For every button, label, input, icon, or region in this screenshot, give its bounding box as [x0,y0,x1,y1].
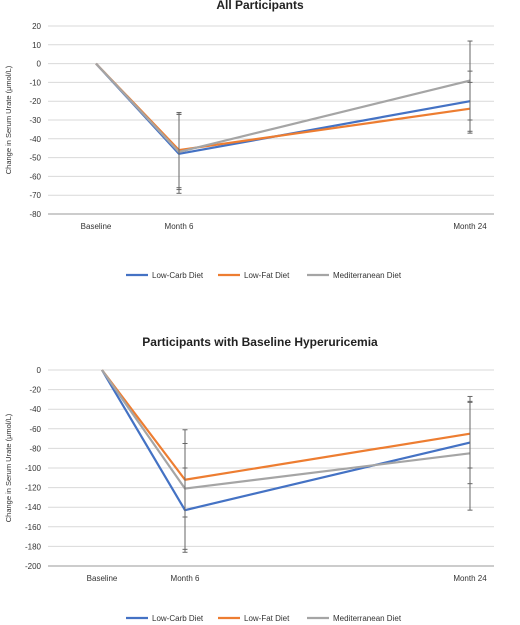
y-tick-label: -70 [29,191,41,200]
chart-title: All Participants [216,0,304,12]
chart-all-participants: All Participants 20 10 0 -10 -20 -30 -40 -50 -60… [4,0,494,280]
chart-hyperuricemia: Participants with Baseline Hyperuricemia… [4,335,494,623]
y-tick-label: -100 [25,464,42,473]
x-category-label: Month 24 [453,574,487,583]
error-bar [182,443,188,550]
y-tick-label: -80 [29,210,41,219]
legend: Low-Carb Diet Low-Fat Diet Mediterranean D… [126,271,402,280]
error-bar [467,40,473,121]
chart-title: Participants with Baseline Hyperuricemia [142,335,378,349]
y-tick-label: -40 [29,135,41,144]
y-tick-label: -60 [29,172,41,181]
y-tick-label: 0 [37,60,42,69]
y-tick-label: 0 [37,366,42,375]
y-tick-label: -80 [29,444,41,453]
legend-label: Low-Carb Diet [152,614,204,623]
y-tick-label: -40 [29,405,41,414]
y-tick-label: 20 [32,22,41,31]
y-axis-label: Change in Serum Urate (μmol/L) [4,65,13,174]
y-tick-label: -160 [25,523,42,532]
legend-label: Low-Carb Diet [152,271,204,280]
y-tick-label: -200 [25,562,42,571]
y-tick-label: -30 [29,116,41,125]
error-bar [176,113,182,191]
y-tick-label: -50 [29,154,41,163]
y-tick-label: -120 [25,484,42,493]
x-category-label: Month 24 [453,222,487,231]
x-category-label: Month 6 [165,222,194,231]
legend-label: Mediterranean Diet [333,614,402,623]
series-line-low-carb [95,62,471,155]
series-line-low-fat [95,62,471,152]
error-bar [467,401,473,511]
y-axis-label: Change in Serum Urate (μmol/L) [4,413,13,522]
series-line-low-carb [101,369,471,512]
y-tick-label: -20 [29,386,41,395]
y-tick-label: -10 [29,78,41,87]
x-category-label: Month 6 [171,574,200,583]
legend-label: Mediterranean Diet [333,271,402,280]
y-tick-label: -180 [25,542,42,551]
legend-label: Low-Fat Diet [244,271,290,280]
y-tick-label: -20 [29,97,41,106]
legend-label: Low-Fat Diet [244,614,290,623]
y-tick-label: -60 [29,425,41,434]
x-category-label: Baseline [87,574,118,583]
legend: Low-Carb Diet Low-Fat Diet Mediterranean D… [126,614,402,623]
x-category-label: Baseline [81,222,112,231]
y-tick-label: 10 [32,41,41,50]
y-tick-label: -140 [25,503,42,512]
